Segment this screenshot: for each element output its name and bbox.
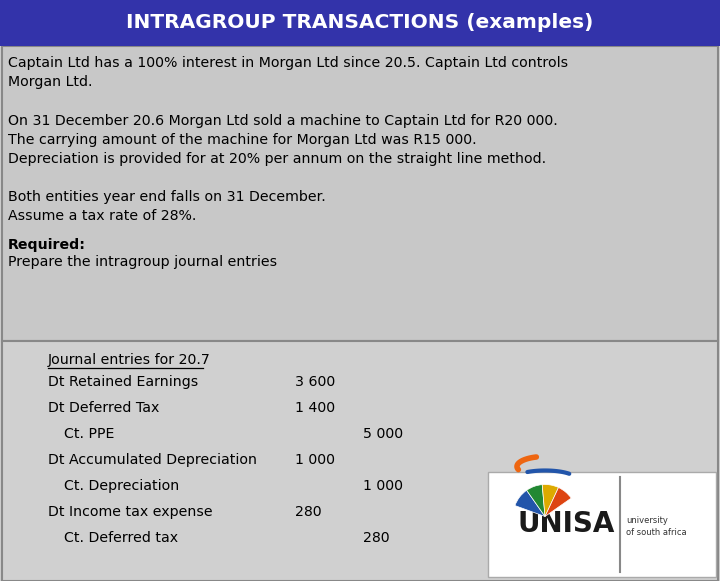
Wedge shape (542, 485, 559, 517)
Text: Prepare the intragroup journal entries: Prepare the intragroup journal entries (8, 255, 277, 269)
Text: 5 000: 5 000 (363, 427, 403, 441)
Text: 280: 280 (295, 505, 322, 519)
Text: 1 000: 1 000 (363, 479, 403, 493)
Bar (0, 0, 720, 46)
Text: Ct. PPE: Ct. PPE (64, 427, 114, 441)
Wedge shape (526, 485, 545, 517)
Text: Dt Accumulated Depreciation: Dt Accumulated Depreciation (48, 453, 257, 467)
Wedge shape (545, 487, 571, 517)
Text: Both entities year end falls on 31 December.
Assume a tax rate of 28%.: Both entities year end falls on 31 Decem… (8, 190, 325, 223)
Text: Dt Income tax expense: Dt Income tax expense (48, 505, 212, 519)
Text: 280: 280 (363, 531, 390, 545)
Bar (488, 472, 716, 577)
Bar (2, 341, 718, 581)
Text: Required:: Required: (8, 238, 86, 252)
Text: On 31 December 20.6 Morgan Ltd sold a machine to Captain Ltd for R20 000.
The ca: On 31 December 20.6 Morgan Ltd sold a ma… (8, 114, 558, 166)
Text: Dt Retained Earnings: Dt Retained Earnings (48, 375, 198, 389)
Text: Captain Ltd has a 100% interest in Morgan Ltd since 20.5. Captain Ltd controls
M: Captain Ltd has a 100% interest in Morga… (8, 56, 568, 89)
Bar (2, 46, 718, 341)
Text: of south africa: of south africa (626, 528, 687, 537)
Text: UNISA: UNISA (518, 511, 615, 539)
Wedge shape (515, 490, 545, 517)
Text: 3 600: 3 600 (295, 375, 336, 389)
Text: Journal entries for 20.7: Journal entries for 20.7 (48, 353, 211, 367)
Text: INTRAGROUP TRANSACTIONS (examples): INTRAGROUP TRANSACTIONS (examples) (126, 13, 594, 33)
Text: Dt Deferred Tax: Dt Deferred Tax (48, 401, 159, 415)
Text: Ct. Depreciation: Ct. Depreciation (64, 479, 179, 493)
Text: university: university (626, 516, 668, 525)
Text: 1 000: 1 000 (295, 453, 335, 467)
Text: Ct. Deferred tax: Ct. Deferred tax (64, 531, 178, 545)
Text: 1 400: 1 400 (295, 401, 335, 415)
